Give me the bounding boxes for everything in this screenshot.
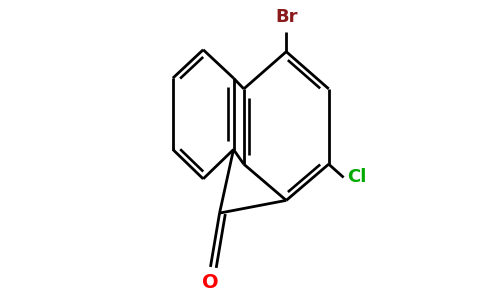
Text: Cl: Cl <box>347 169 366 187</box>
Text: Br: Br <box>275 8 298 26</box>
Text: O: O <box>202 273 219 292</box>
